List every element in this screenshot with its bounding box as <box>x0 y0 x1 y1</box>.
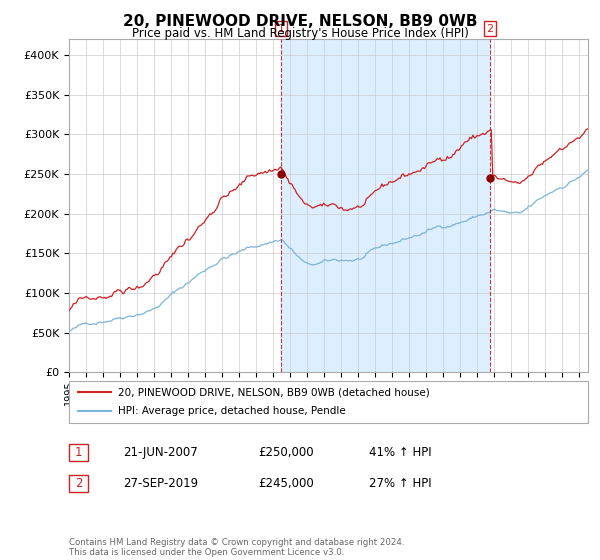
Text: 2: 2 <box>75 477 82 490</box>
Text: 1: 1 <box>75 446 82 459</box>
Text: 2: 2 <box>487 24 494 34</box>
Text: HPI: Average price, detached house, Pendle: HPI: Average price, detached house, Pend… <box>118 407 346 417</box>
Bar <box>281 39 490 372</box>
Text: Price paid vs. HM Land Registry's House Price Index (HPI): Price paid vs. HM Land Registry's House … <box>131 27 469 40</box>
Text: 1: 1 <box>278 24 284 34</box>
Text: 27-SEP-2019: 27-SEP-2019 <box>123 477 198 490</box>
Text: 20, PINEWOOD DRIVE, NELSON, BB9 0WB: 20, PINEWOOD DRIVE, NELSON, BB9 0WB <box>123 14 477 29</box>
Text: £245,000: £245,000 <box>258 477 314 490</box>
Text: 41% ↑ HPI: 41% ↑ HPI <box>369 446 431 459</box>
Text: 27% ↑ HPI: 27% ↑ HPI <box>369 477 431 490</box>
Text: Contains HM Land Registry data © Crown copyright and database right 2024.
This d: Contains HM Land Registry data © Crown c… <box>69 538 404 557</box>
Text: 20, PINEWOOD DRIVE, NELSON, BB9 0WB (detached house): 20, PINEWOOD DRIVE, NELSON, BB9 0WB (det… <box>118 387 430 397</box>
Text: 21-JUN-2007: 21-JUN-2007 <box>123 446 198 459</box>
Text: £250,000: £250,000 <box>258 446 314 459</box>
